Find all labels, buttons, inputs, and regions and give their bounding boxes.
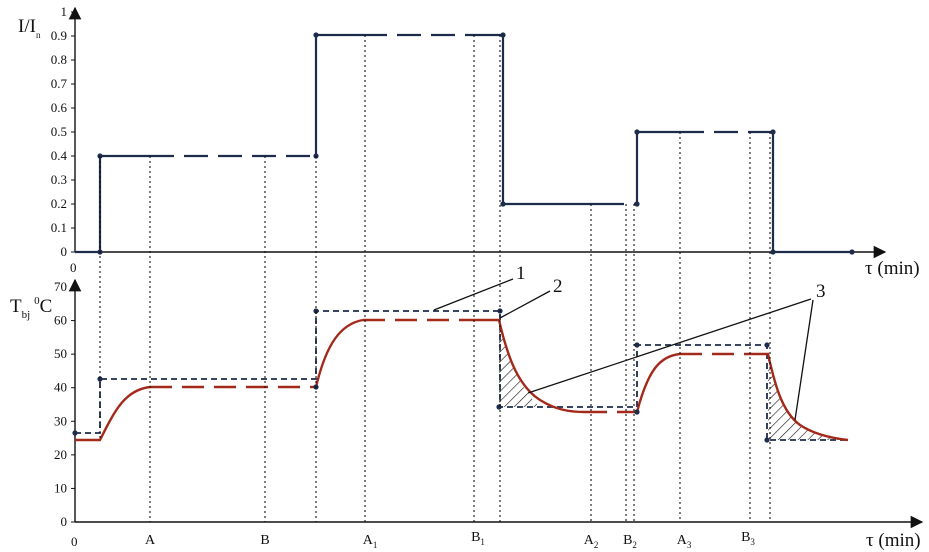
top-y-tick-label: 0.9 (51, 28, 67, 43)
callout-2-leader (499, 290, 551, 319)
temp-fall-5 (750, 352, 849, 442)
ideal-point (496, 404, 502, 410)
vertical-guides (99, 35, 771, 522)
bottom-y-axis-label: Tbj0C (10, 295, 52, 321)
top-y-tick-label: 0.5 (51, 124, 67, 139)
top-y-tick-label: 0.1 (51, 220, 67, 235)
bottom-y-tick-label: 40 (54, 380, 67, 395)
current-point (634, 201, 640, 207)
temp-rise-2 (314, 318, 364, 388)
top-y-axis-label: I/In (18, 16, 41, 40)
bottom-y-tick-label: 20 (54, 447, 67, 462)
current-segment-rise4 (635, 130, 680, 204)
temp-fall-3 (474, 318, 586, 414)
marker-B: B (260, 533, 269, 548)
ideal-point (764, 437, 770, 443)
callout-3-leader-b (794, 299, 814, 421)
current-point (313, 32, 319, 38)
current-segment-drop3 (474, 33, 600, 206)
bottom-origin-label: 0 (71, 534, 78, 549)
ideal-temperature-points (72, 308, 770, 443)
marker-B1: B1 (471, 530, 485, 547)
marker-B3: B3 (741, 530, 755, 547)
hatched-area-2 (768, 354, 848, 440)
top-y-tick-label: 0.7 (51, 76, 68, 91)
hatched-area-1 (499, 323, 540, 407)
bottom-x-axis-label: τ (min) (866, 530, 921, 551)
marker-A1: A1 (363, 533, 378, 550)
marker-B2: B2 (623, 533, 637, 550)
current-segment-off (750, 130, 852, 254)
bottom-y-tick-label: 30 (54, 413, 67, 428)
top-x-axis-label: τ (min) (865, 258, 920, 279)
current-segment-0 (75, 154, 150, 254)
ideal-point (634, 409, 640, 415)
callout-1-leader (433, 278, 514, 311)
current-point (770, 249, 776, 255)
ideal-point (634, 342, 640, 348)
current-segment-rise2 (314, 33, 363, 156)
callouts: 1 2 3 (433, 263, 826, 421)
ideal-point (72, 430, 78, 436)
top-y-tick-label: 1 (61, 4, 68, 19)
current-point (634, 129, 640, 135)
current-point (500, 32, 506, 38)
bottom-y-tick-label: 50 (54, 346, 67, 361)
bottom-y-tick-label: 10 (54, 480, 67, 495)
ideal-temperature-series (75, 310, 848, 441)
bottom-y-tick-label: 60 (54, 313, 67, 328)
top-y-tick-label: 0.2 (51, 196, 67, 211)
temp-rise-4 (635, 352, 681, 413)
top-y-tick-label: 0.6 (51, 100, 68, 115)
top-y-tick-label: 0.8 (51, 52, 67, 67)
top-y-tick-label: 0 (61, 244, 68, 259)
bottom-y-ticks: 0 10 20 30 40 50 60 70 (54, 279, 75, 529)
bottom-y-tick-label: 0 (61, 514, 68, 529)
current-point (849, 249, 855, 255)
current-step-series (75, 32, 855, 255)
callout-3-leader-a (527, 298, 812, 394)
top-origin-label: 0 (70, 260, 77, 275)
marker-A2: A2 (584, 533, 599, 550)
callout-1-label: 1 (516, 263, 526, 284)
bottom-y-tick-label: 70 (54, 279, 67, 294)
marker-A: A (145, 533, 156, 548)
x-marker-labels: A B A1 B1 A2 B2 A3 B3 (145, 530, 755, 550)
top-y-ticks: 0 0.1 0.2 0.3 0.4 0.5 0.6 0.7 0.8 0.9 1 (51, 4, 75, 259)
marker-A3: A3 (677, 533, 692, 550)
callout-3-label: 3 (816, 281, 826, 302)
temp-rise-1 (75, 385, 151, 442)
current-point (770, 129, 776, 135)
real-temperature-series (75, 318, 849, 442)
ideal-point (97, 376, 103, 382)
callout-2-label: 2 (553, 276, 563, 297)
top-y-tick-label: 0.4 (51, 148, 68, 163)
top-y-tick-label: 0.3 (51, 172, 67, 187)
ideal-point (764, 342, 770, 348)
current-point (500, 201, 506, 207)
